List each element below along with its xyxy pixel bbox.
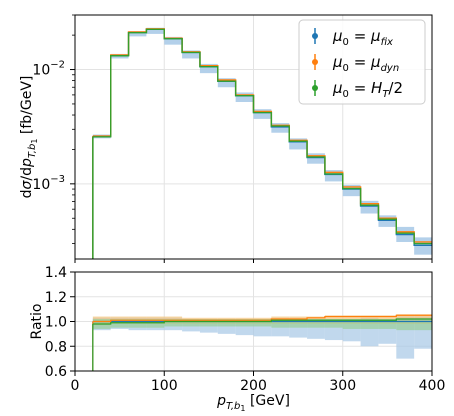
tick-exponent: −2: [50, 60, 65, 71]
ratio-series-line: [92, 314, 432, 323]
main-uncertainty-band: [289, 138, 308, 150]
legend-eq: =: [349, 53, 371, 71]
ratio-band-ht: [146, 319, 165, 328]
ratio-ytick-label: 1.2: [45, 290, 67, 306]
xlabel: pT,b1 [GeV]: [216, 393, 290, 413]
ratio-panel: 0.6 0.8 1.0 1.2 1.4 0 100 200 300 400: [45, 265, 446, 394]
ratio-band-ht: [324, 319, 343, 328]
legend-lhs: μ: [332, 79, 343, 97]
ratio-band-ht: [342, 319, 361, 329]
ratio-band-ht: [360, 319, 379, 329]
xtick-label: 300: [329, 378, 356, 394]
ratio-band-ht: [128, 319, 147, 328]
legend-marker: [312, 33, 318, 39]
main-uncertainty-band: [360, 200, 379, 214]
legend-rhs: H: [371, 79, 382, 97]
ratio-band-ht: [235, 319, 254, 327]
main-ytick-label: 10−2: [32, 60, 65, 79]
main-uncertainty-band: [199, 63, 218, 74]
ratio-band-ht: [307, 319, 325, 328]
main-uncertainty-band: [235, 92, 254, 102]
xlabel-unit: [GeV]: [246, 393, 290, 409]
ratio-band-ht: [396, 319, 415, 331]
main-uncertainty-band: [164, 36, 183, 45]
legend-rhs: μ: [370, 53, 381, 71]
ylabel-unit: [fb/GeV]: [19, 76, 35, 139]
legend-label: μ0 = μdyn: [332, 53, 399, 74]
main-uncertainty-band: [253, 109, 272, 119]
xtick-label: 400: [419, 378, 446, 394]
legend-rhs-tail: /2: [388, 79, 403, 97]
legend-eq: =: [349, 27, 371, 45]
ylabel-part: /d: [19, 167, 35, 181]
main-uncertainty-band: [324, 170, 343, 182]
legend-lhs-sub: 0: [343, 63, 349, 74]
ylabel-part: σ: [19, 179, 35, 189]
main-uncertainty-band: [378, 215, 397, 227]
xlabel-sub: T,b: [226, 401, 240, 412]
main-uncertainty-band: [271, 123, 290, 133]
ratio-band-ht: [217, 319, 236, 327]
main-uncertainty-band: [414, 237, 432, 255]
legend-marker: [312, 59, 318, 65]
legend-box: [298, 19, 426, 105]
legend-rhs: μ: [370, 27, 381, 45]
xtick-label: 200: [240, 378, 267, 394]
ylabel-part: d: [19, 189, 35, 198]
ratio-band-ht: [378, 319, 397, 329]
legend-eq: =: [349, 79, 371, 97]
ylabel-part: p: [19, 158, 35, 168]
ratio-band-ht: [110, 319, 129, 328]
legend-label: μ0 = μfix: [332, 27, 393, 48]
ratio-band-ht: [164, 319, 183, 327]
ratio-series-line: [92, 318, 432, 325]
legend-lhs: μ: [332, 27, 343, 45]
ratio-band-ht: [253, 319, 272, 327]
ylabel-sub: T,b: [27, 144, 38, 158]
ylabel-subsub: 1: [30, 139, 39, 144]
ratio-ylabel: Ratio: [29, 304, 45, 340]
tick-base: 10: [32, 63, 50, 79]
main-uncertainty-band: [217, 78, 236, 88]
ratio-ytick-label: 1.4: [45, 265, 67, 281]
legend-rhs-sub: fix: [381, 37, 393, 48]
ratio-band-ht: [182, 319, 200, 327]
legend-rhs-sub: T: [382, 89, 389, 100]
ratio-band-ht: [271, 319, 290, 328]
tick-base: 10: [32, 177, 50, 193]
legend-lhs: μ: [332, 53, 343, 71]
main-uncertainty-band: [128, 31, 147, 37]
main-uncertainty-band: [182, 50, 200, 59]
xtick-label: 0: [71, 378, 80, 394]
ratio-band-ht: [414, 319, 432, 331]
main-uncertainty-band: [342, 184, 361, 197]
main-uncertainty-band: [307, 153, 325, 164]
tick-exponent: −3: [50, 174, 65, 185]
ratio-ytick-label: 0.8: [45, 339, 67, 355]
main-panel: 10−210−3: [32, 14, 433, 263]
legend-rhs-sub: dyn: [381, 63, 400, 74]
legend-label: μ0 = HT/2: [332, 79, 403, 100]
main-uncertainty-band: [146, 27, 165, 34]
ratio-ytick-label: 1.0: [45, 315, 67, 331]
ratio-band-ht: [199, 319, 218, 327]
main-ytick-label: 10−3: [32, 174, 65, 193]
ratio-band-ht: [289, 319, 308, 328]
ratio-ytick-label: 0.6: [45, 364, 67, 380]
main-series-line: [92, 28, 432, 245]
xtick-label: 100: [151, 378, 178, 394]
xlabel-subsub: 1: [240, 404, 245, 413]
legend-lhs-sub: 0: [343, 89, 349, 100]
legend-lhs-sub: 0: [343, 37, 349, 48]
legend-marker: [312, 85, 318, 91]
main-ylabel: dσ/dpT,b1 [fb/GeV]: [19, 76, 39, 199]
xlabel-part: p: [216, 393, 226, 409]
